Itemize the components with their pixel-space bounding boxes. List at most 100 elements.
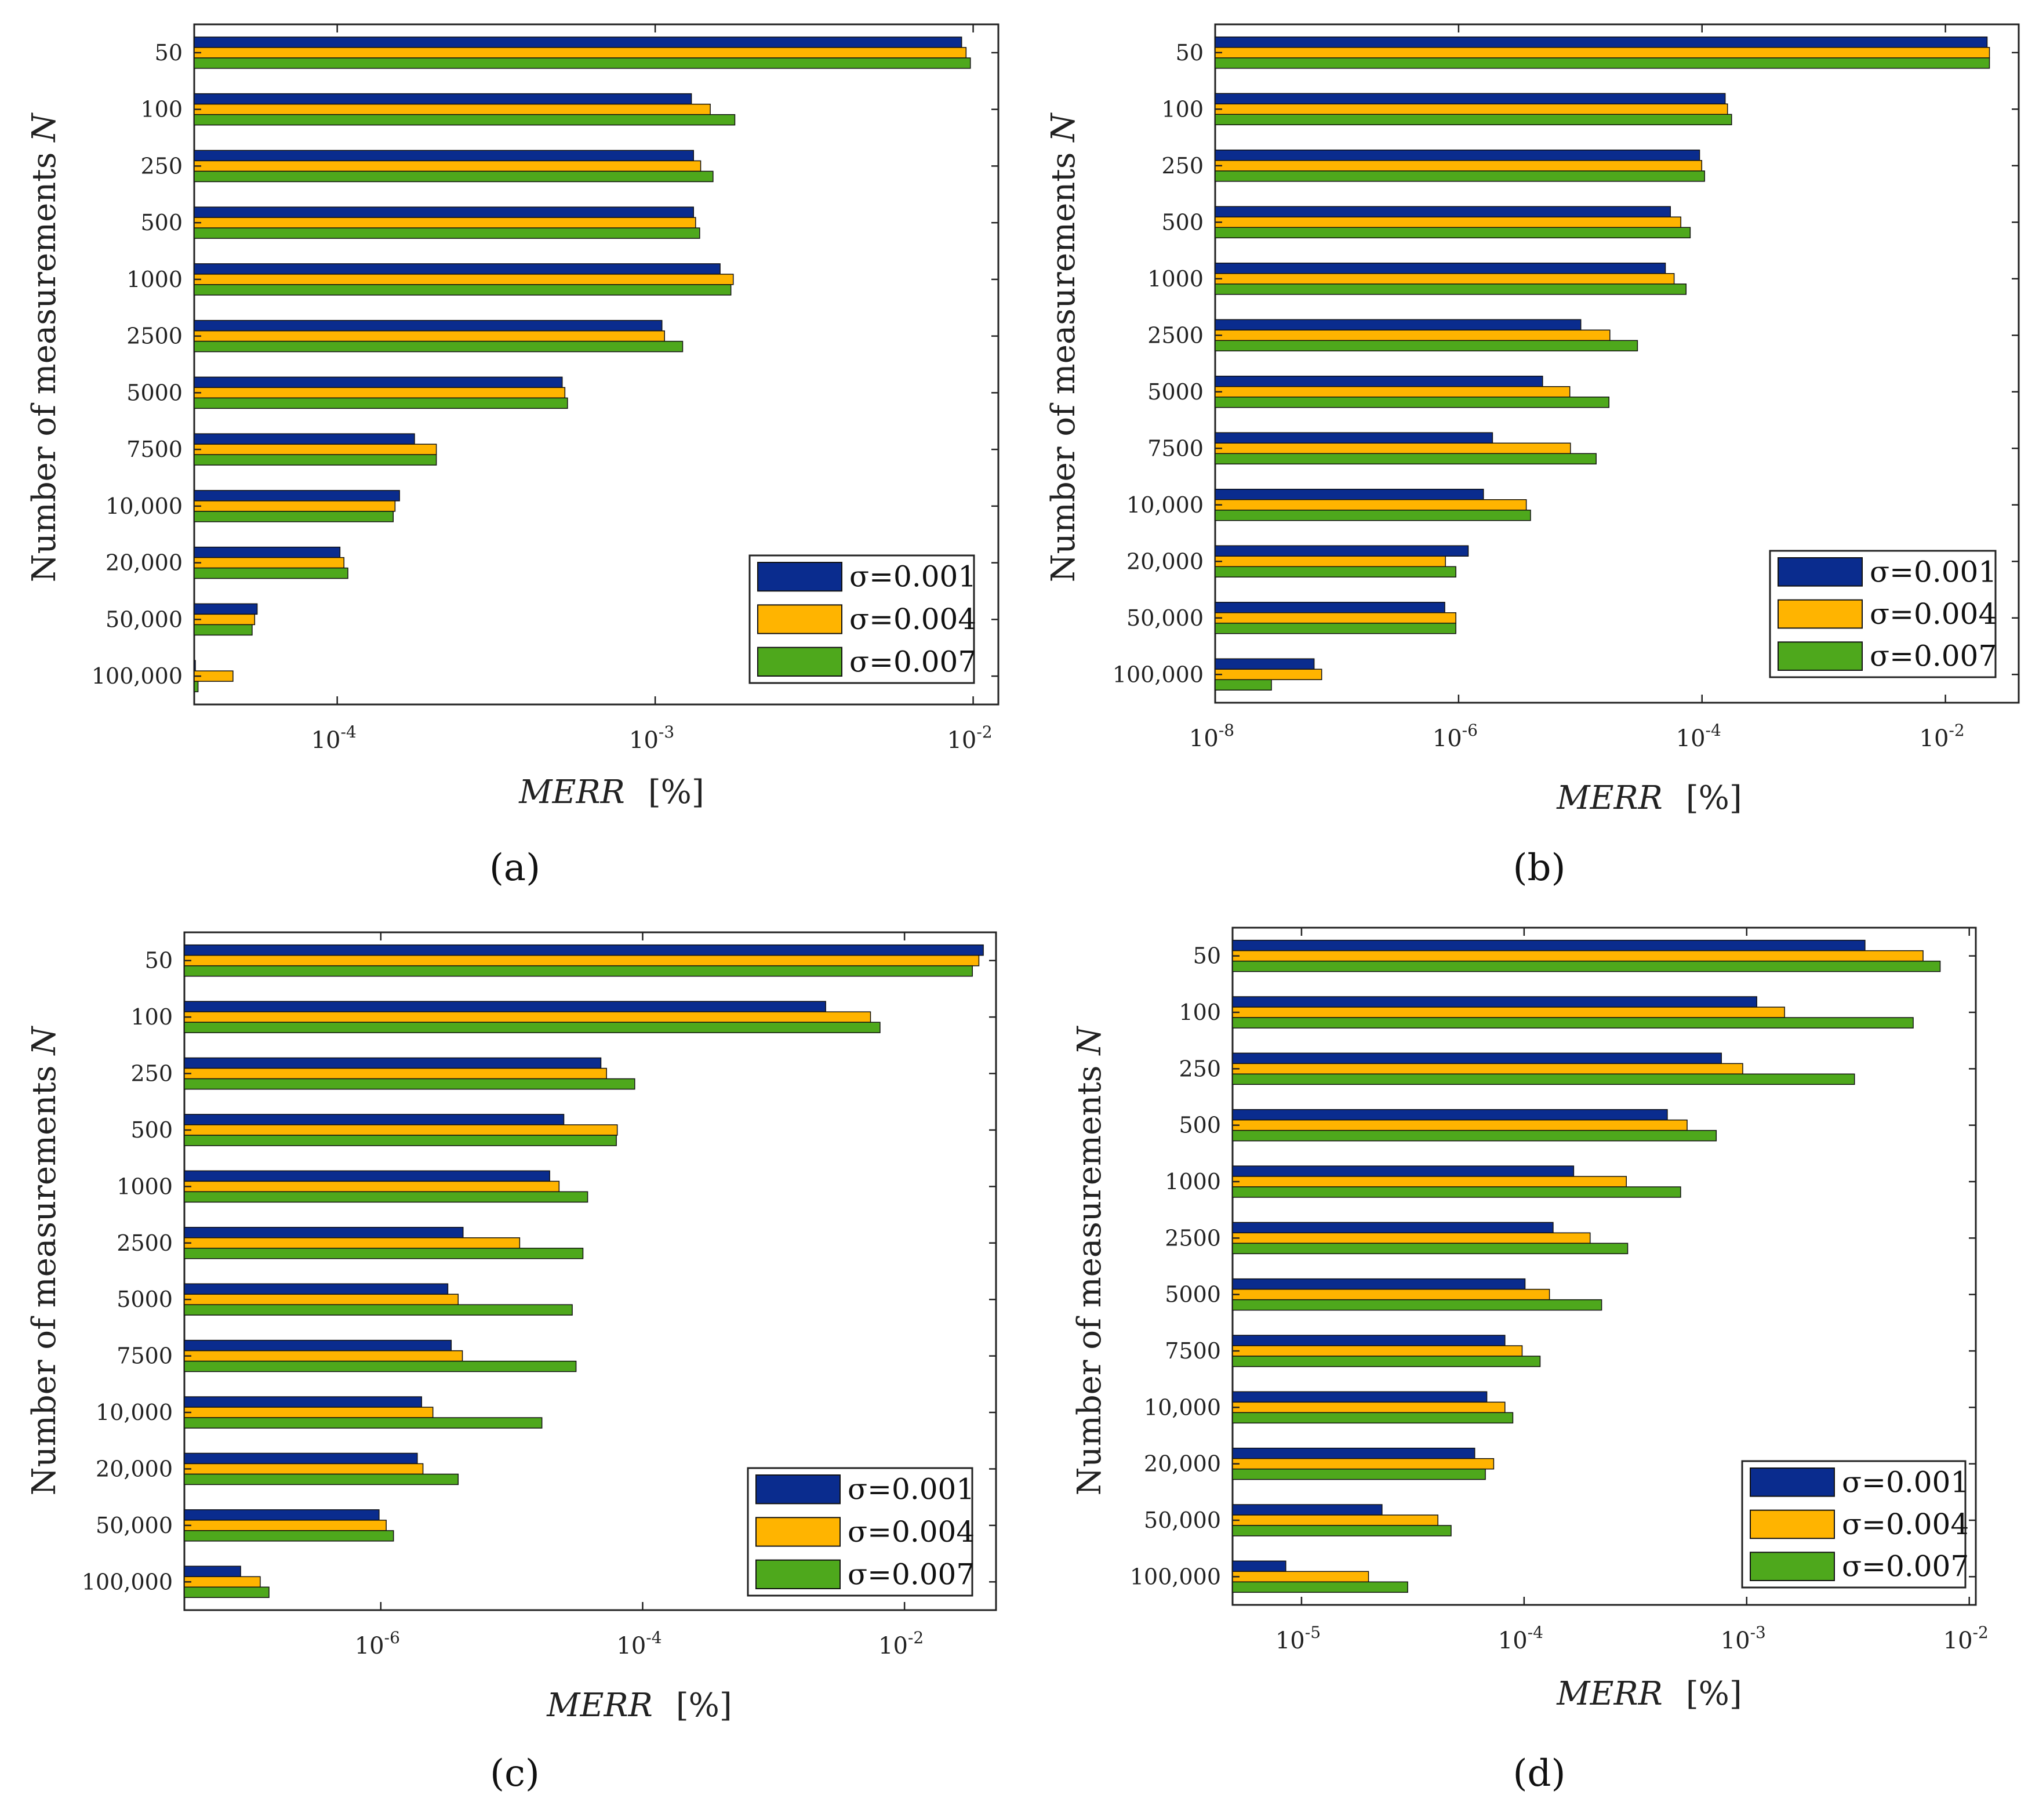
bar [194,454,437,466]
legend-swatch [1778,641,1863,671]
y-tick-label: 20,000 [1126,548,1204,574]
bar [184,954,980,967]
panel-label: (c) [490,1752,540,1795]
legend-label: σ=0.004 [1842,1507,1969,1541]
bar [184,1417,543,1429]
bar [184,1473,459,1485]
bar [184,1530,394,1542]
bar [1215,160,1703,172]
bar [1215,602,1445,613]
bar [1215,397,1609,408]
legend-label: σ=0.007 [849,645,976,678]
bar [1215,566,1456,577]
chart-panel: 50 100 250 500 1000 2500 5000 7500 10,000 20,000 5… [26,931,997,1795]
bar [184,1057,602,1069]
bar [1215,150,1700,161]
bar [194,103,711,115]
bar [194,160,702,172]
bar [194,284,732,296]
y-tick-label: 1000 [1165,1169,1221,1194]
x-axis-label: MERR [%] [518,773,704,811]
y-tick-label: 50 [1176,40,1204,66]
bar [184,1350,463,1362]
bar [184,1114,565,1125]
bar [194,263,721,275]
bar [1232,1514,1438,1526]
plot-frame [1214,23,2020,704]
bar [1232,1017,1914,1029]
y-tick-label: 2500 [1147,322,1204,348]
y-tick-label: 250 [140,153,183,179]
bar [1232,1412,1514,1424]
bar [1215,623,1456,634]
bar [194,93,692,105]
legend-label: σ=0.001 [848,1473,975,1506]
y-tick-label: 5000 [1147,379,1204,405]
bar [1232,1356,1541,1367]
legend-swatch [1750,1552,1835,1581]
bar [184,1022,881,1033]
panel-label: (b) [1513,847,1566,889]
bar [194,546,341,558]
bar [1232,1129,1717,1142]
bar [194,114,736,126]
bar [194,500,396,512]
bar [184,1294,459,1305]
bar [1232,1335,1506,1346]
bar [194,603,258,615]
bar [184,1360,577,1372]
bar [184,1135,617,1146]
bar [1232,1560,1286,1572]
legend-label: σ=0.001 [1842,1465,1969,1499]
bar [184,1078,635,1090]
legend-label: σ=0.004 [849,602,976,636]
bar [194,217,696,228]
y-tick-label: 100 [1179,1000,1221,1025]
legend-swatch [1750,1467,1835,1497]
bar [1215,216,1681,228]
legend-swatch [755,1559,841,1590]
y-tick-label: 250 [1179,1056,1221,1081]
bar [194,170,714,183]
bar [1232,1243,1629,1255]
legend-label: σ=0.007 [1842,1550,1969,1583]
bar [1232,1391,1488,1403]
bar [194,624,253,636]
bar [1215,376,1543,387]
y-tick-label: 100,000 [92,663,183,689]
y-tick-label: 20,000 [96,1456,173,1481]
bar [194,567,348,579]
y-tick-label: 10,000 [96,1400,173,1425]
bar [1232,1063,1743,1075]
bar [194,206,695,218]
bar [1232,1504,1383,1516]
bar [184,1067,607,1080]
legend-swatch [757,604,842,634]
y-tick-label: 500 [1161,209,1204,235]
bar [184,1124,618,1136]
bar [1215,453,1597,464]
bar [194,490,400,502]
bar [1215,658,1315,670]
bar [1232,1186,1681,1198]
bar [184,1565,241,1578]
y-axis-label: Number of measurements N [26,112,63,583]
y-tick-label: 500 [130,1117,173,1143]
bar [1232,1401,1506,1414]
bar [1215,47,1990,59]
bar [1232,1468,1486,1480]
y-tick-label: 100 [130,1004,173,1030]
bar [1232,1119,1688,1131]
bar [184,1452,418,1465]
bar [184,1463,424,1475]
bar [184,1011,871,1023]
bar [1215,669,1322,680]
bar [194,387,566,399]
plot-frame [193,23,999,706]
bar [1232,1109,1668,1121]
bar [1215,442,1571,454]
bar [184,1170,550,1182]
bar [1215,206,1671,217]
chart-panel: 50 100 250 500 1000 2500 5000 7500 10,000 20,000 5… [26,23,999,889]
bar [1215,263,1666,274]
